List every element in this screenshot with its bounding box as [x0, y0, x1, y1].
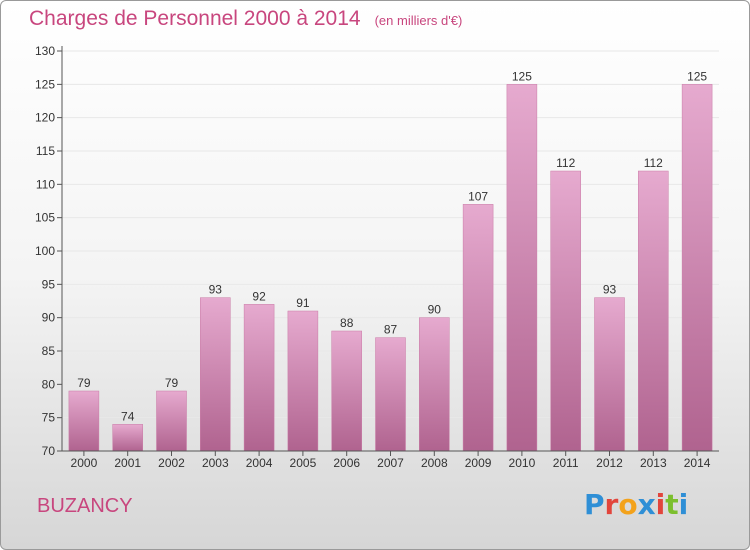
- data-label: 125: [687, 69, 707, 83]
- bar: [419, 317, 450, 452]
- logo-letter: i: [678, 488, 689, 521]
- x-tick-label: 2012: [596, 456, 623, 470]
- x-tick-label: 2005: [290, 456, 317, 470]
- chart-subtitle: (en milliers d'€): [374, 13, 463, 28]
- logo-letter: P: [584, 488, 605, 521]
- chart-title-text: Charges de Personnel 2000 à 2014: [29, 7, 361, 30]
- data-label: 74: [121, 409, 135, 423]
- x-tick-label: 2010: [509, 456, 536, 470]
- y-tick-label: 115: [36, 144, 55, 158]
- x-tick-label: 2003: [202, 456, 229, 470]
- bar: [112, 424, 143, 452]
- bar: [462, 204, 494, 452]
- bar: [331, 330, 362, 452]
- logo-letter: o: [618, 488, 638, 521]
- data-label: 92: [252, 289, 266, 303]
- y-tick-label: 130: [35, 44, 55, 58]
- y-tick-label: 125: [35, 77, 55, 91]
- logo-letter: t: [665, 488, 679, 521]
- logo-letter: i: [655, 488, 666, 521]
- data-label: 93: [209, 283, 223, 297]
- bar: [200, 297, 231, 452]
- y-tick-label: 105: [35, 211, 55, 225]
- chart-title: Charges de Personnel 2000 à 2014 (en mill…: [29, 7, 462, 31]
- x-tick-label: 2013: [640, 456, 667, 470]
- data-label: 93: [603, 283, 617, 297]
- x-tick-label: 2007: [377, 456, 404, 470]
- axes: 70 75 80 85 90 95 100 105 110 115 120 125 130 2000 200…: [35, 44, 719, 470]
- data-label: 88: [340, 316, 354, 330]
- y-tick-label: 80: [42, 377, 56, 391]
- data-label: 79: [165, 376, 179, 390]
- data-label: 112: [556, 156, 575, 170]
- bar: [375, 337, 406, 452]
- bar: [68, 390, 100, 452]
- logo-letter: r: [604, 488, 619, 521]
- data-label: 107: [468, 189, 488, 203]
- x-tick-label: 2004: [246, 456, 273, 470]
- bar: [681, 84, 713, 452]
- logo-letter: x: [637, 488, 656, 521]
- y-tick-label: 100: [35, 244, 55, 258]
- data-label: 112: [644, 156, 663, 170]
- bar: [638, 170, 669, 452]
- y-tick-label: 95: [42, 277, 56, 291]
- data-label: 90: [428, 303, 442, 317]
- y-tick-label: 85: [42, 344, 56, 358]
- x-tick-label: 2014: [684, 456, 711, 470]
- proxiti-logo: Proxiti: [584, 488, 688, 521]
- bar: [550, 170, 581, 452]
- data-label: 91: [296, 296, 310, 310]
- commune-name: BUZANCY: [37, 495, 133, 517]
- y-tick-label: 90: [42, 311, 56, 325]
- x-tick-label: 2011: [553, 456, 579, 470]
- bar: [594, 297, 625, 452]
- data-labels: 79 74 79 93 92 91 88 87 90 107 125 112 93 112 125: [77, 69, 707, 423]
- y-tick-label: 120: [35, 111, 55, 125]
- bar: [506, 84, 538, 452]
- bar: [156, 390, 187, 452]
- data-label: 87: [384, 323, 398, 337]
- data-label: 125: [512, 69, 532, 83]
- data-label: 79: [77, 376, 91, 390]
- x-tick-label: 2001: [114, 456, 141, 470]
- bar: [243, 304, 275, 452]
- y-tick-label: 110: [36, 177, 55, 191]
- x-tick-label: 2008: [421, 456, 448, 470]
- y-tick-label: 75: [42, 411, 56, 425]
- x-tick-label: 2000: [71, 456, 98, 470]
- y-tick-label: 70: [42, 444, 56, 458]
- x-tick-label: 2009: [465, 456, 492, 470]
- x-tick-label: 2006: [333, 456, 360, 470]
- x-tick-label: 2002: [158, 456, 185, 470]
- bars: [68, 84, 713, 452]
- bar: [287, 310, 319, 452]
